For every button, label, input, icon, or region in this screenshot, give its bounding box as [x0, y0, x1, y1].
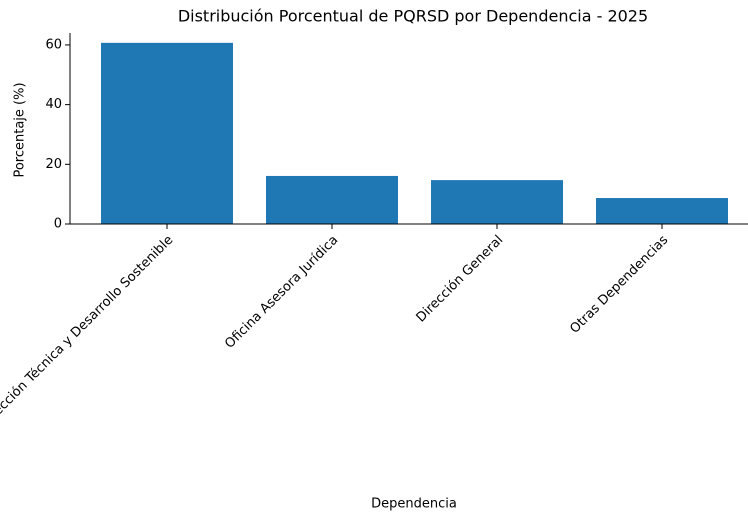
y-tick-label: 0	[54, 217, 62, 232]
x-tick-label: Subdirección Técnica y Desarrollo Sosten…	[0, 233, 176, 448]
bar	[266, 175, 398, 224]
bar	[431, 180, 563, 224]
y-axis-label: Porcentaje (%)	[13, 82, 28, 177]
y-tick-label: 60	[45, 37, 62, 52]
x-tick-label: Dirección General	[414, 233, 507, 326]
bar	[596, 198, 728, 224]
x-axis-label: Dependencia	[371, 497, 457, 512]
chart-title: Distribución Porcentual de PQRSD por Dep…	[178, 7, 648, 26]
bar	[101, 42, 233, 225]
y-tick-label: 40	[45, 97, 62, 112]
x-tick-label: Oficina Asesora Jurídica	[222, 233, 341, 352]
y-tick-label: 20	[45, 157, 62, 172]
x-tick-label: Otras Dependencias	[567, 233, 671, 337]
